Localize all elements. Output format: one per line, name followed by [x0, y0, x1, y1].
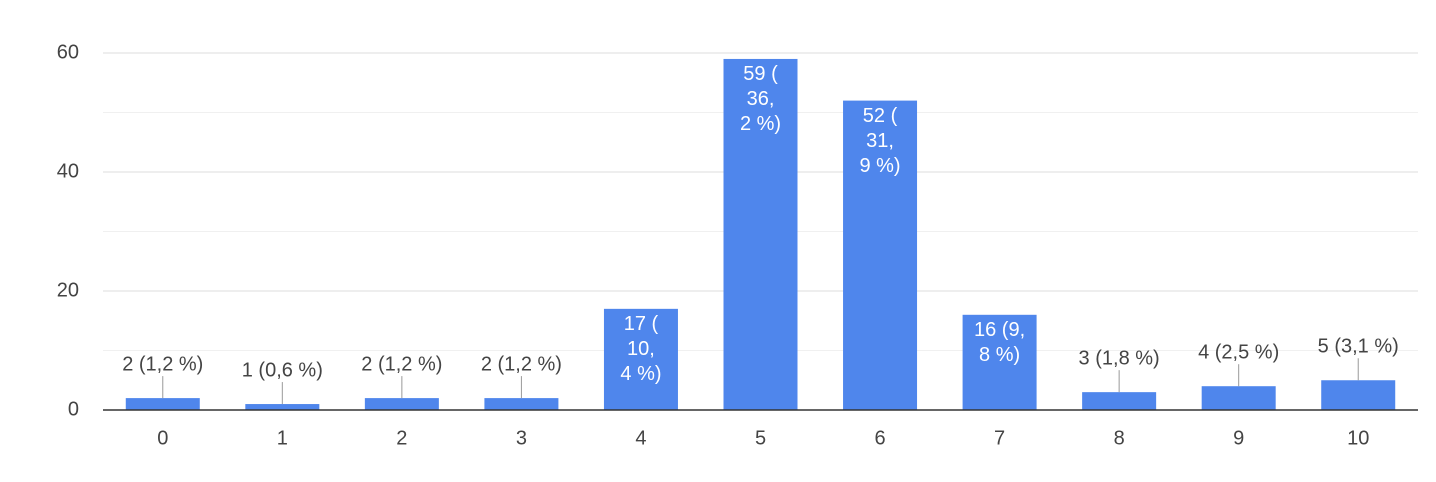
x-tick-label: 0 — [157, 427, 168, 449]
bar — [1201, 386, 1276, 410]
value-label: 16 (9, 8 %) — [974, 318, 1026, 366]
x-tick-label: 7 — [994, 427, 1005, 449]
value-label-box: 52 ( 31, 9 %) — [859, 104, 901, 177]
y-tick-label: 40 — [57, 160, 79, 182]
value-label: 2 (1,2 %) — [122, 353, 203, 375]
x-tick-label: 3 — [516, 427, 527, 449]
value-label: 2 (1,2 %) — [481, 353, 562, 375]
value-label: 17 ( 10, 4 %) — [620, 312, 662, 385]
x-tick-label: 8 — [1114, 427, 1125, 449]
value-label: 52 ( 31, 9 %) — [859, 104, 901, 177]
bar — [364, 398, 439, 410]
bar — [125, 398, 200, 410]
x-tick-label: 1 — [277, 427, 288, 449]
value-label: 1 (0,6 %) — [242, 359, 323, 381]
value-label-box: 16 (9, 8 %) — [974, 318, 1026, 366]
bar — [484, 398, 559, 410]
bar — [843, 100, 918, 410]
x-tick-label: 5 — [755, 427, 766, 449]
x-tick-label: 6 — [874, 427, 885, 449]
bar — [723, 58, 798, 410]
y-tick-label: 20 — [57, 279, 79, 301]
bar — [245, 404, 320, 410]
x-tick-label: 2 — [396, 427, 407, 449]
value-label-box: 17 ( 10, 4 %) — [620, 312, 662, 385]
bar — [603, 308, 678, 410]
y-tick-label: 0 — [68, 398, 79, 420]
x-tick-label: 4 — [635, 427, 646, 449]
value-label-box: 59 ( 36, 2 %) — [739, 62, 782, 135]
value-label: 5 (3,1 %) — [1318, 336, 1399, 358]
value-label: 2 (1,2 %) — [361, 353, 442, 375]
value-label: 3 (1,8 %) — [1079, 347, 1160, 369]
bar — [962, 314, 1037, 410]
value-label: 59 ( 36, 2 %) — [739, 62, 782, 135]
x-tick-label: 9 — [1233, 427, 1244, 449]
bar — [1082, 392, 1157, 410]
value-label: 4 (2,5 %) — [1198, 341, 1279, 363]
bar — [1321, 380, 1396, 410]
y-tick-label: 60 — [57, 41, 79, 63]
x-tick-label: 10 — [1347, 427, 1369, 449]
